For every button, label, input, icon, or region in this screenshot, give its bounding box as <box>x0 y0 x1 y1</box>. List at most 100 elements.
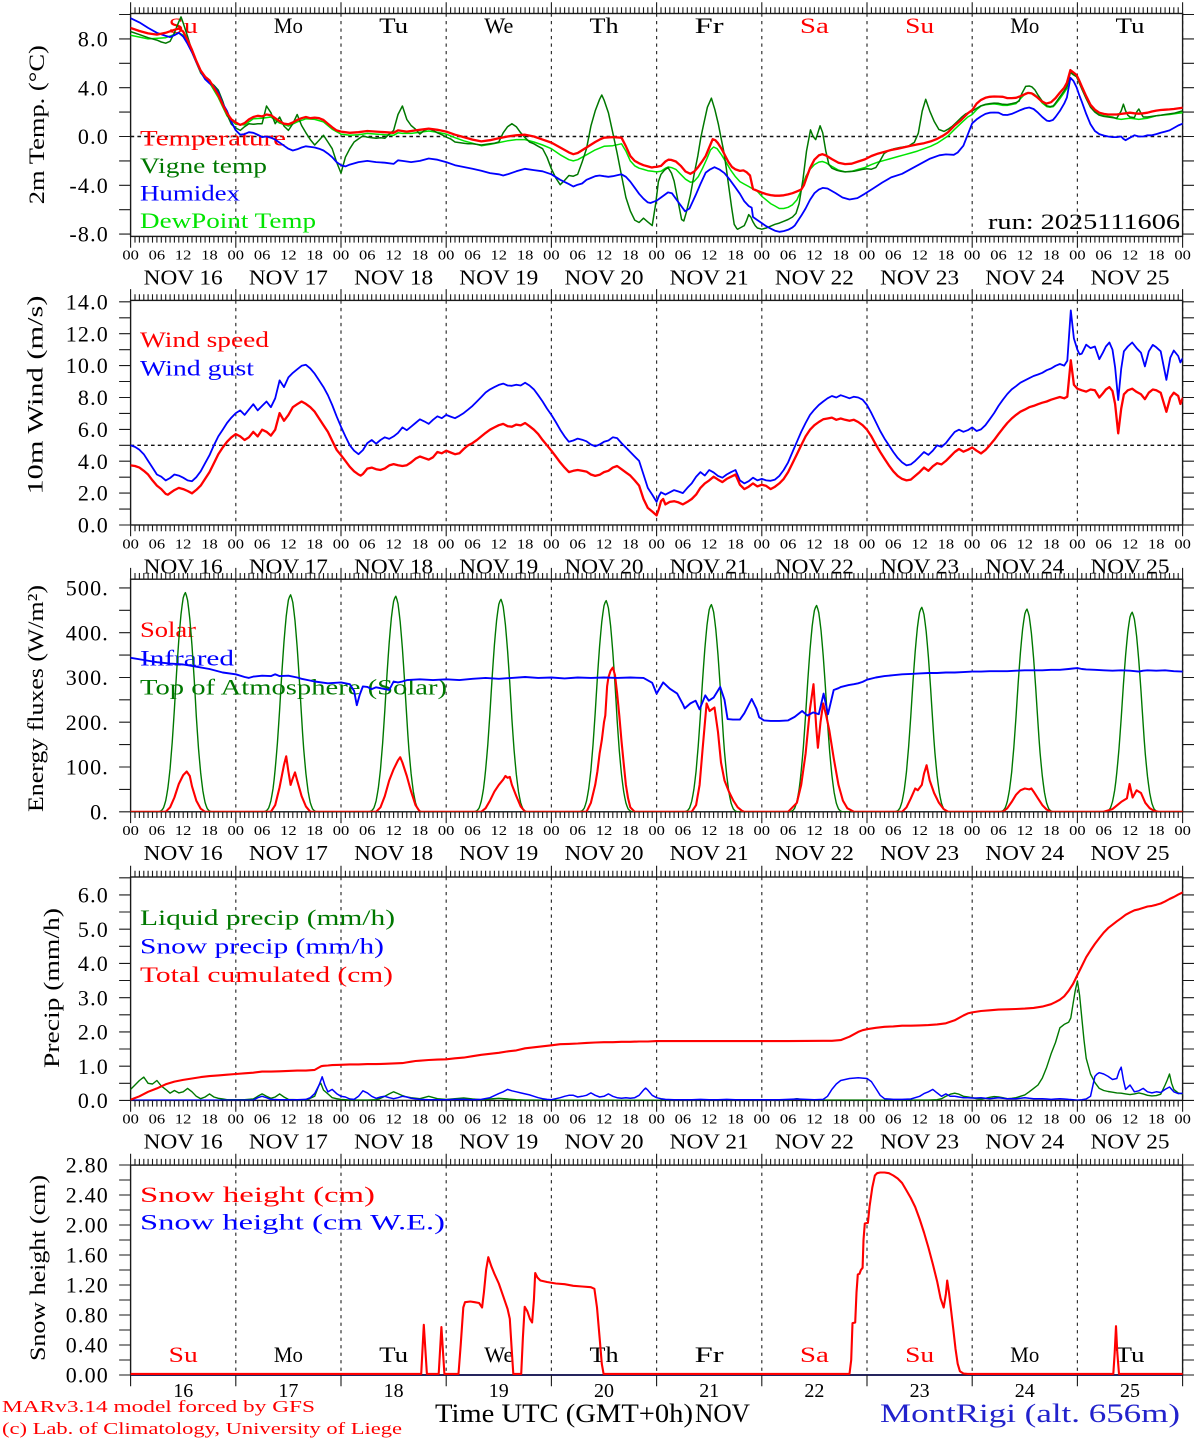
svg-text:18: 18 <box>306 1113 323 1128</box>
svg-text:12: 12 <box>385 537 402 552</box>
svg-text:06: 06 <box>359 249 376 264</box>
svg-text:00: 00 <box>754 249 771 264</box>
svg-text:NOV 16: NOV 16 <box>144 1130 223 1154</box>
svg-text:18: 18 <box>832 249 849 264</box>
svg-text:00: 00 <box>438 1113 455 1128</box>
svg-text:00: 00 <box>1174 824 1191 839</box>
svg-text:06: 06 <box>780 249 797 264</box>
svg-text:Tu: Tu <box>1116 13 1145 38</box>
svg-text:Vigne temp: Vigne temp <box>140 153 267 178</box>
svg-text:Humidex: Humidex <box>140 181 240 206</box>
svg-text:NOV: NOV <box>695 1399 750 1428</box>
svg-text:0.40: 0.40 <box>66 1333 109 1358</box>
svg-text:18: 18 <box>201 537 218 552</box>
svg-text:06: 06 <box>464 537 481 552</box>
svg-text:NOV 17: NOV 17 <box>249 266 328 290</box>
svg-text:06: 06 <box>675 249 692 264</box>
svg-text:00: 00 <box>648 537 665 552</box>
svg-text:23: 23 <box>910 1380 930 1402</box>
svg-text:25: 25 <box>1120 1380 1140 1402</box>
svg-text:24: 24 <box>1015 1380 1035 1402</box>
svg-text:00: 00 <box>1174 537 1191 552</box>
svg-text:12: 12 <box>1017 537 1034 552</box>
svg-text:19: 19 <box>489 1380 509 1402</box>
svg-text:Snow height (cm): Snow height (cm) <box>140 1182 375 1207</box>
svg-text:00: 00 <box>543 537 560 552</box>
svg-text:1.0: 1.0 <box>78 1054 109 1079</box>
svg-text:00: 00 <box>859 824 876 839</box>
svg-text:12: 12 <box>175 824 192 839</box>
svg-text:00: 00 <box>754 537 771 552</box>
svg-text:Su: Su <box>169 1342 198 1367</box>
svg-text:Total cumulated (cm): Total cumulated (cm) <box>140 962 393 987</box>
svg-text:12: 12 <box>491 537 508 552</box>
svg-text:12: 12 <box>806 824 823 839</box>
svg-text:Precip (mm/h): Precip (mm/h) <box>39 908 64 1068</box>
svg-text:00: 00 <box>754 1113 771 1128</box>
svg-text:00: 00 <box>333 537 350 552</box>
svg-text:00: 00 <box>1069 537 1086 552</box>
svg-text:06: 06 <box>149 537 166 552</box>
svg-text:NOV 18: NOV 18 <box>354 841 433 865</box>
svg-text:00: 00 <box>122 249 139 264</box>
svg-text:18: 18 <box>384 1380 404 1402</box>
svg-text:06: 06 <box>464 249 481 264</box>
svg-text:NOV 19: NOV 19 <box>459 841 538 865</box>
svg-text:NOV 20: NOV 20 <box>565 1130 644 1154</box>
svg-text:06: 06 <box>464 824 481 839</box>
svg-text:Tu: Tu <box>379 13 408 38</box>
svg-text:12: 12 <box>701 537 718 552</box>
svg-text:00: 00 <box>964 824 981 839</box>
svg-text:00: 00 <box>1174 249 1191 264</box>
svg-text:12: 12 <box>280 824 297 839</box>
svg-text:NOV 23: NOV 23 <box>880 1130 959 1154</box>
svg-text:Fr: Fr <box>695 1342 725 1367</box>
svg-text:NOV 16: NOV 16 <box>144 266 223 290</box>
svg-text:00: 00 <box>438 824 455 839</box>
svg-text:06: 06 <box>780 537 797 552</box>
svg-text:00: 00 <box>648 249 665 264</box>
svg-text:21: 21 <box>699 1380 719 1402</box>
svg-text:5.0: 5.0 <box>78 917 109 942</box>
svg-text:06: 06 <box>569 1113 586 1128</box>
svg-text:12: 12 <box>1122 249 1139 264</box>
svg-text:NOV 22: NOV 22 <box>775 266 854 290</box>
svg-text:(c) Lab. of Climatology, Unive: (c) Lab. of Climatology, University of L… <box>2 1419 402 1438</box>
svg-text:06: 06 <box>885 1113 902 1128</box>
svg-text:Snow height (cm W.E.): Snow height (cm W.E.) <box>140 1210 445 1235</box>
svg-text:18: 18 <box>412 249 429 264</box>
svg-text:10.0: 10.0 <box>66 353 109 378</box>
svg-text:17: 17 <box>278 1380 298 1402</box>
svg-text:18: 18 <box>938 824 955 839</box>
svg-text:18: 18 <box>727 537 744 552</box>
svg-text:12: 12 <box>1122 537 1139 552</box>
svg-text:Su: Su <box>905 1342 934 1367</box>
svg-text:3.0: 3.0 <box>78 985 109 1010</box>
svg-text:2.00: 2.00 <box>66 1213 109 1238</box>
svg-text:06: 06 <box>1095 249 1112 264</box>
svg-text:NOV 19: NOV 19 <box>459 266 538 290</box>
svg-text:12: 12 <box>280 537 297 552</box>
svg-text:00: 00 <box>333 824 350 839</box>
svg-text:12: 12 <box>491 249 508 264</box>
svg-text:00: 00 <box>333 1113 350 1128</box>
svg-text:2.80: 2.80 <box>66 1153 109 1178</box>
svg-text:NOV 24: NOV 24 <box>985 841 1065 865</box>
svg-text:12: 12 <box>911 824 928 839</box>
svg-text:00: 00 <box>543 249 560 264</box>
svg-text:500.: 500. <box>66 576 109 601</box>
svg-text:00: 00 <box>543 1113 560 1128</box>
svg-text:00: 00 <box>438 249 455 264</box>
svg-text:00: 00 <box>438 537 455 552</box>
svg-text:18: 18 <box>727 1113 744 1128</box>
svg-text:NOV 17: NOV 17 <box>249 841 328 865</box>
svg-text:18: 18 <box>1148 249 1165 264</box>
svg-text:NOV 23: NOV 23 <box>880 266 959 290</box>
svg-text:12: 12 <box>596 1113 613 1128</box>
svg-text:Mo: Mo <box>1010 1342 1039 1367</box>
svg-text:Time UTC (GMT+0h): Time UTC (GMT+0h) <box>435 1399 693 1428</box>
svg-text:06: 06 <box>990 537 1007 552</box>
svg-text:6.0: 6.0 <box>78 883 109 908</box>
svg-text:We: We <box>484 13 513 38</box>
svg-text:18: 18 <box>412 537 429 552</box>
